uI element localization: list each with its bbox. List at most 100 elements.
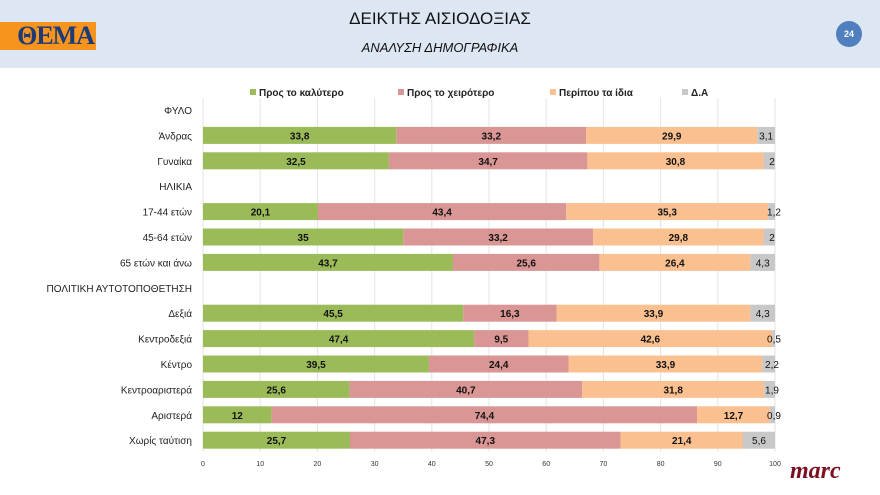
data-label: 74,4 <box>475 411 495 422</box>
bar-segment <box>764 380 775 398</box>
x-tick-label: 20 <box>314 461 322 468</box>
data-label: 12,7 <box>724 411 744 422</box>
legend-swatch <box>398 89 404 95</box>
bar-segment <box>203 330 475 348</box>
category-label: ΠΟΛΙΤΙΚΗ ΑΥΤΟΤΟΠΟΘΕΤΗΣΗ <box>47 284 192 295</box>
data-label: 0,9 <box>767 411 781 422</box>
bar-segment <box>593 228 764 246</box>
x-tick-label: 100 <box>769 461 781 468</box>
page-subtitle: ΑΝΑΛΥΣΗ ΔΗΜΟΓΡΑΦΙΚΑ <box>361 40 519 55</box>
data-label: 29,8 <box>669 233 689 244</box>
data-label: 4,3 <box>756 309 770 320</box>
marc-logo: marc <box>790 458 841 484</box>
category-label: Δεξιά <box>168 308 192 320</box>
x-tick-label: 0 <box>201 461 205 468</box>
x-tick-label: 60 <box>542 461 550 468</box>
bar-segment <box>772 330 775 348</box>
bar-segment <box>463 304 557 322</box>
category-label: Άνδρας <box>159 131 193 142</box>
bar-segment <box>763 228 775 246</box>
bar-segment <box>203 355 429 373</box>
category-label: Κέντρο <box>161 359 193 371</box>
data-label: 5,6 <box>752 436 766 447</box>
category-label: Γυναίκα <box>157 156 192 168</box>
data-label: 33,2 <box>488 233 508 244</box>
bar-segment <box>750 304 775 322</box>
bar-segment <box>452 253 600 271</box>
bar-segment <box>586 126 758 144</box>
bar-segment <box>203 406 272 424</box>
bar-segment <box>528 330 773 348</box>
data-label: 1,9 <box>765 385 779 396</box>
category-label: Αριστερά <box>151 410 192 422</box>
bar-segment <box>620 431 743 449</box>
bar-segment <box>587 152 764 170</box>
legend-swatch <box>682 89 688 95</box>
bar-segment <box>568 355 763 373</box>
x-tick-label: 10 <box>256 461 264 468</box>
data-label: 26,4 <box>665 258 685 269</box>
data-label: 4,3 <box>756 258 770 269</box>
data-label: 30,8 <box>666 157 686 168</box>
category-label: Χωρίς ταύτιση <box>129 435 192 447</box>
data-label: 43,4 <box>432 208 452 219</box>
page-number-badge: 24 <box>836 21 862 47</box>
bar-segment <box>474 330 529 348</box>
data-label: 20,1 <box>251 208 271 219</box>
x-tick-label: 90 <box>714 461 722 468</box>
page-title: ΔΕΙΚΤΗΣ ΑΙΣΙΟΔΟΞΙΑΣ <box>349 9 531 28</box>
data-label: 2,2 <box>765 360 779 371</box>
category-label: 45-64 ετών <box>143 232 192 244</box>
header-band: ΘΕΜΑ ΔΕΙΚΤΗΣ ΑΙΣΙΟΔΟΞΙΑΣ ΑΝΑΛΥΣΗ ΔΗΜΟΓΡΑ… <box>0 0 880 68</box>
data-label: 12 <box>232 411 244 422</box>
x-tick-label: 70 <box>600 461 608 468</box>
bar-segment <box>769 406 775 424</box>
category-label: Κεντροαριστερά <box>121 384 192 396</box>
data-label: 34,7 <box>478 157 498 168</box>
data-label: 42,6 <box>641 335 661 346</box>
data-label: 16,3 <box>500 309 520 320</box>
bar-segment <box>757 126 775 144</box>
bar-segment <box>566 203 769 221</box>
data-label: 33,9 <box>644 309 664 320</box>
bar-segment <box>317 203 567 221</box>
data-label: 31,8 <box>663 385 683 396</box>
legend-swatch <box>250 89 256 95</box>
bar-segment <box>203 431 351 449</box>
data-label: 25,6 <box>516 258 536 269</box>
data-label: 2 <box>769 233 775 244</box>
data-label: 39,5 <box>306 360 326 371</box>
bar-segment <box>556 304 751 322</box>
x-tick-label: 30 <box>371 461 379 468</box>
x-tick-label: 80 <box>657 461 665 468</box>
bar-segment <box>763 152 775 170</box>
data-label: 2 <box>769 157 775 168</box>
data-label: 32,5 <box>286 157 306 168</box>
data-label: 33,8 <box>290 131 310 142</box>
bar-segment <box>582 380 765 398</box>
bar-segment <box>697 406 770 424</box>
category-label: Κεντροδεξιά <box>138 334 192 346</box>
data-label: 33,9 <box>656 360 676 371</box>
bar-segment <box>349 380 583 398</box>
bar-segment <box>750 253 775 271</box>
data-label: 21,4 <box>672 436 692 447</box>
category-label: ΦΥΛΟ <box>164 106 192 117</box>
bar-segment <box>768 203 775 221</box>
logo: ΘΕΜΑ <box>0 22 96 50</box>
bar-segment <box>271 406 698 424</box>
legend-label: Προς το χειρότερο <box>407 88 494 99</box>
x-tick-label: 40 <box>428 461 436 468</box>
bar-segment <box>203 304 464 322</box>
data-label: 29,9 <box>662 131 682 142</box>
category-label: 65 ετών και άνω <box>120 257 192 269</box>
data-label: 9,5 <box>494 335 508 346</box>
data-label: 47,4 <box>329 335 349 346</box>
bar-segment <box>599 253 751 271</box>
data-label: 1,2 <box>767 208 781 219</box>
data-label: 3,1 <box>759 131 773 142</box>
data-label: 45,5 <box>323 309 343 320</box>
data-label: 35 <box>298 233 310 244</box>
legend-label: Περίπου τα ίδια <box>559 88 634 99</box>
bar-segment <box>388 152 588 170</box>
